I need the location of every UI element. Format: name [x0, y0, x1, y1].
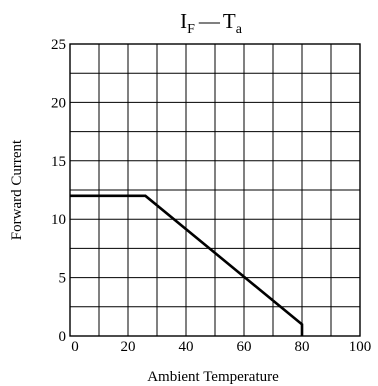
- y-tick-label: 20: [51, 95, 66, 111]
- plot-frame: [69, 43, 361, 337]
- grid-lines: [70, 44, 360, 336]
- x-tick-label: 0: [71, 339, 79, 355]
- y-tick-label: 15: [51, 154, 66, 170]
- x-tick-label: 80: [295, 339, 310, 355]
- title-right: T: [223, 9, 236, 33]
- y-tick-label: 0: [59, 329, 67, 345]
- series-line: [70, 194, 304, 336]
- y-tick-label: 25: [51, 37, 66, 53]
- y-tick-label: 10: [51, 212, 66, 228]
- series-lines: [70, 194, 304, 336]
- x-tick-label: 40: [179, 339, 194, 355]
- title-main-sub: F: [187, 22, 195, 37]
- y-tick-label: 5: [59, 271, 67, 287]
- title-right-sub: a: [236, 22, 243, 37]
- x-tick-label: 100: [349, 339, 372, 355]
- x-tick-label: 60: [237, 339, 252, 355]
- y-axis-label: Forward Current: [9, 139, 25, 240]
- chart-title: IF — Ta: [180, 9, 243, 37]
- tick-labels: 0 20 40 60 80 100 0 5 10 15 20 25: [51, 37, 371, 355]
- title-main: I: [180, 9, 187, 33]
- x-axis-label: Ambient Temperature: [147, 369, 279, 385]
- x-tick-label: 20: [121, 339, 136, 355]
- title-dash: —: [198, 9, 221, 33]
